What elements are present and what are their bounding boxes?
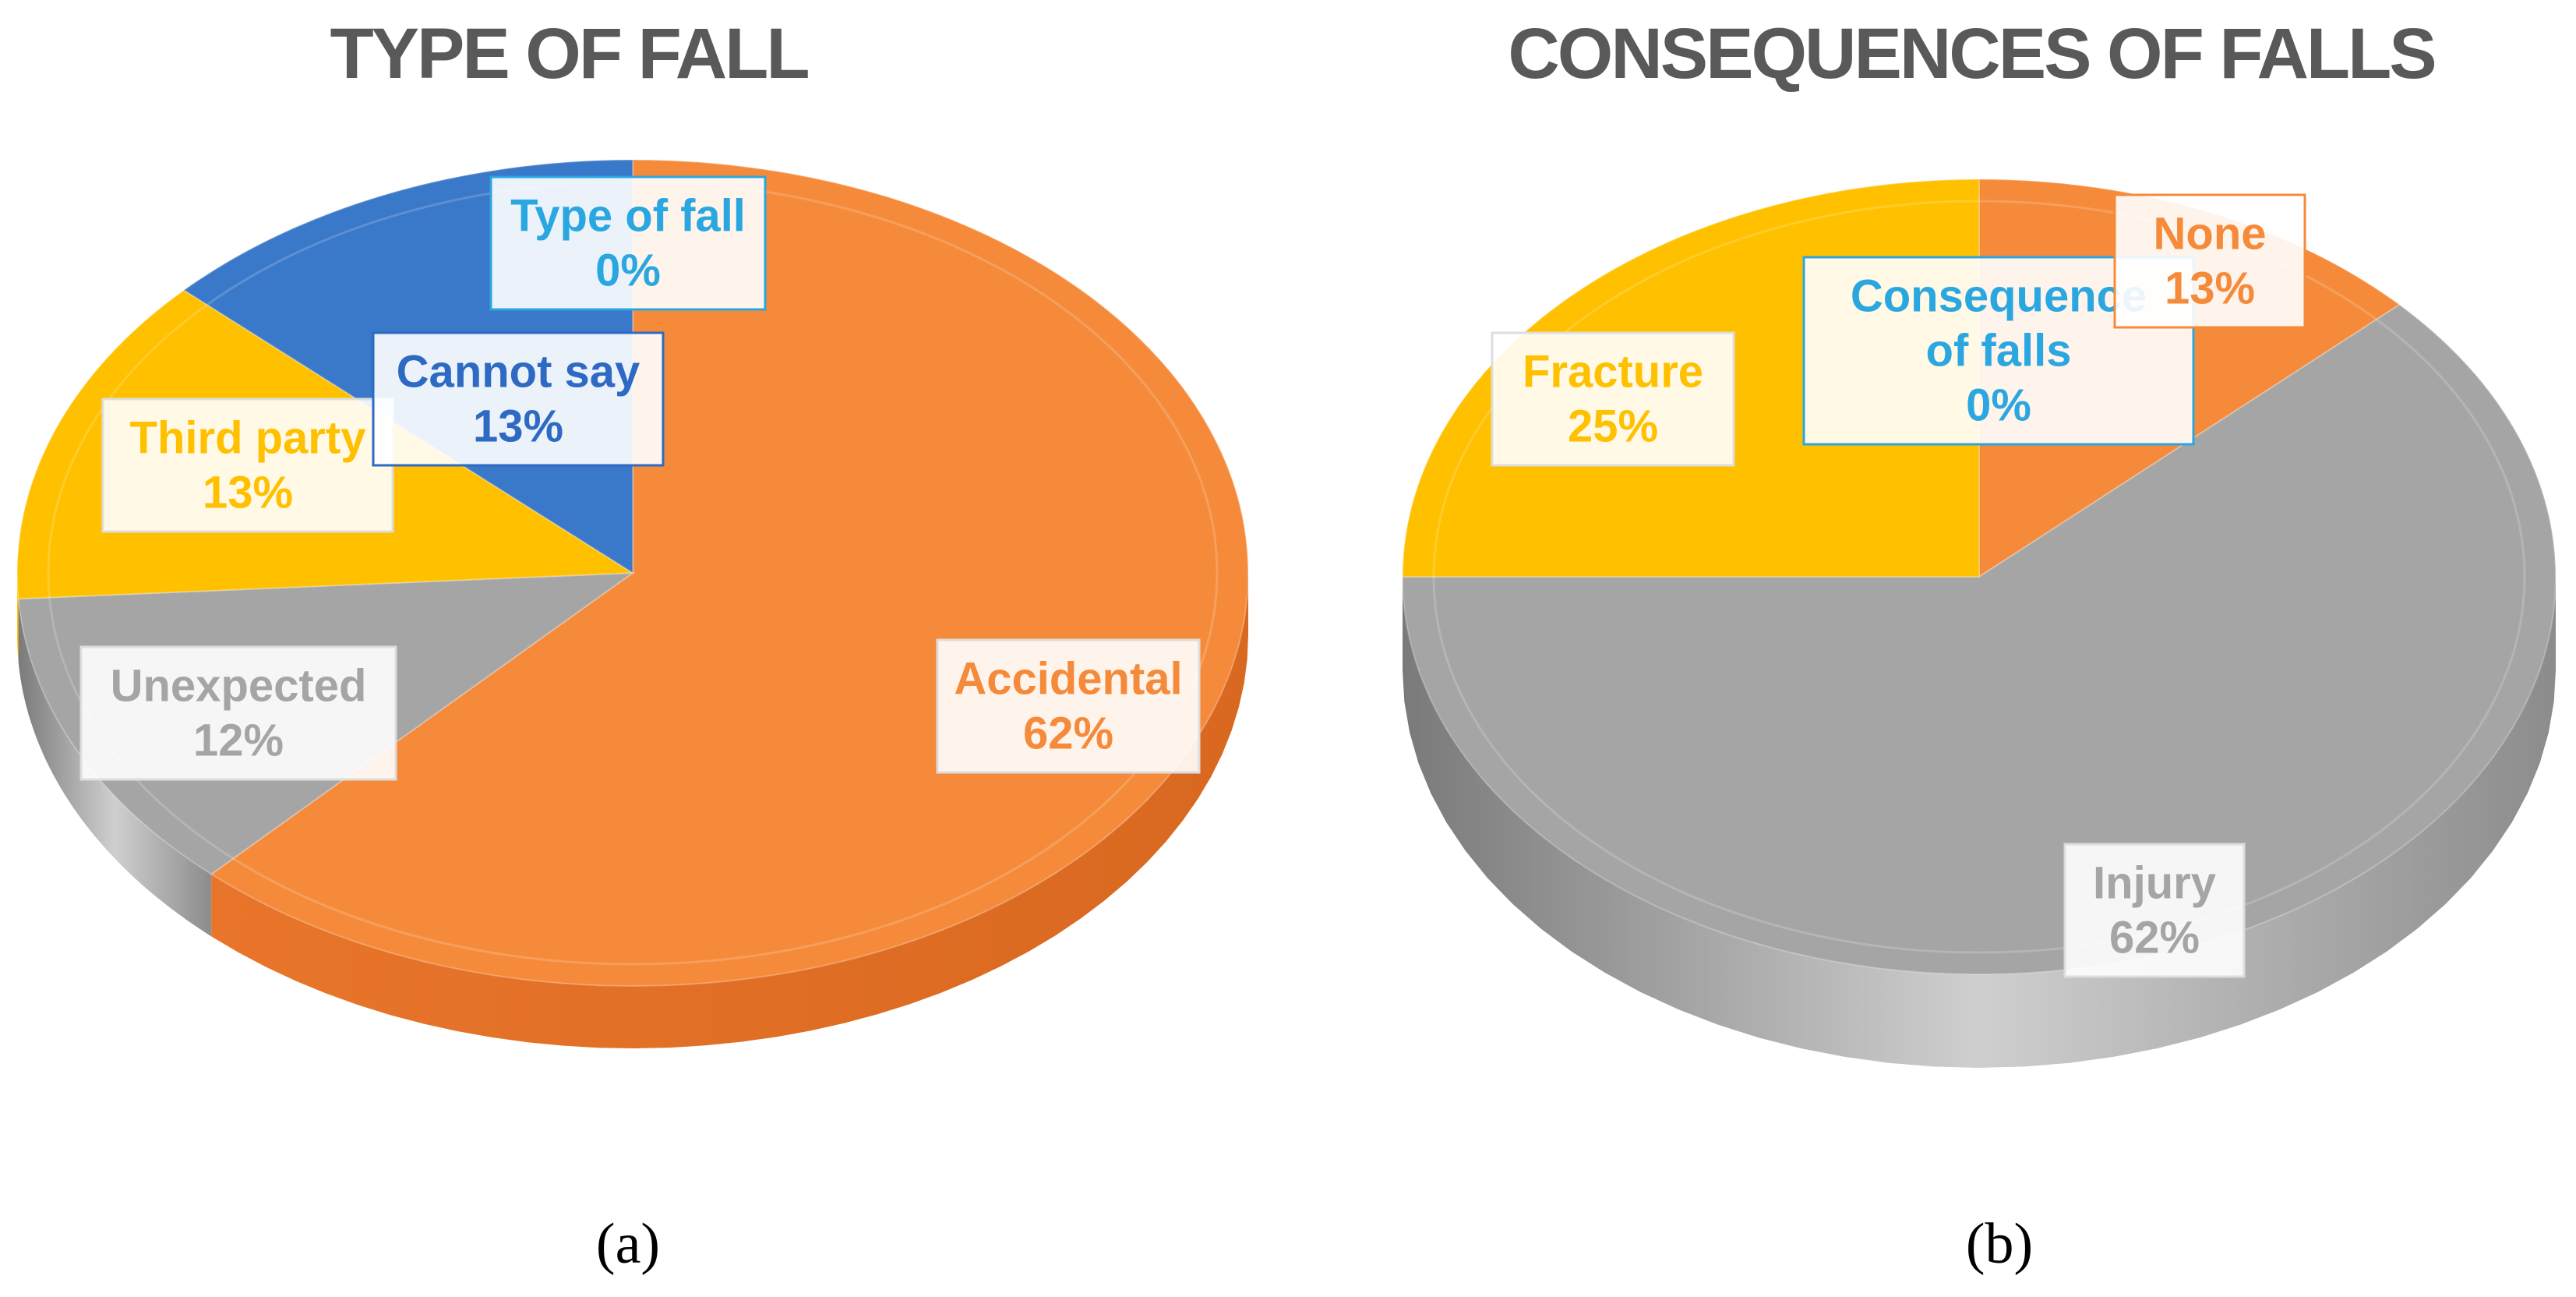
- label-name: of falls: [1926, 326, 2072, 376]
- label-value: 62%: [2109, 913, 2200, 963]
- pie-slice-side-accidental: [211, 573, 1249, 1048]
- label-value: 0%: [595, 246, 661, 296]
- label-box: [2063, 843, 2246, 978]
- label-name: Fracture: [1523, 347, 1703, 398]
- chart-title: CONSEQUENCES OF FALLS: [1508, 14, 2434, 94]
- label-value: 62%: [1023, 709, 1113, 759]
- label-box: [489, 175, 767, 311]
- label-box: [372, 331, 665, 467]
- pie-rim: [1432, 200, 2526, 954]
- label-name: Unexpected: [111, 661, 367, 712]
- pie-slice-side-third-party: [17, 573, 19, 662]
- label-name: Type of fall: [510, 191, 746, 242]
- label-name: Consequence: [1851, 271, 2147, 322]
- label-box: [1491, 331, 1735, 467]
- label-box: [101, 398, 394, 533]
- label-box: [79, 645, 397, 781]
- chart-title: TYPE OF FALL: [330, 14, 808, 94]
- label-box: [936, 638, 1201, 774]
- label-name: Third party: [130, 413, 366, 464]
- label-name: Cannot say: [397, 347, 640, 398]
- pie-slice-side-injury: [1403, 577, 2556, 1068]
- pie-slice-side-unexpected: [18, 599, 212, 937]
- label-value: 13%: [203, 468, 293, 518]
- label-name: Accidental: [954, 654, 1182, 705]
- label-value: 25%: [1568, 401, 1658, 452]
- label-value: 13%: [2165, 263, 2255, 314]
- label-box: [2113, 193, 2306, 329]
- pie-slice-accidental: [210, 158, 1249, 987]
- label-name: Injury: [2093, 858, 2216, 909]
- label-value: 13%: [473, 401, 563, 452]
- label-value: 12%: [193, 716, 284, 766]
- label-value: 0%: [1966, 380, 2031, 431]
- label-name: None: [2154, 209, 2267, 260]
- chart-caption: (a): [596, 1212, 660, 1276]
- chart-caption: (b): [1966, 1212, 2033, 1276]
